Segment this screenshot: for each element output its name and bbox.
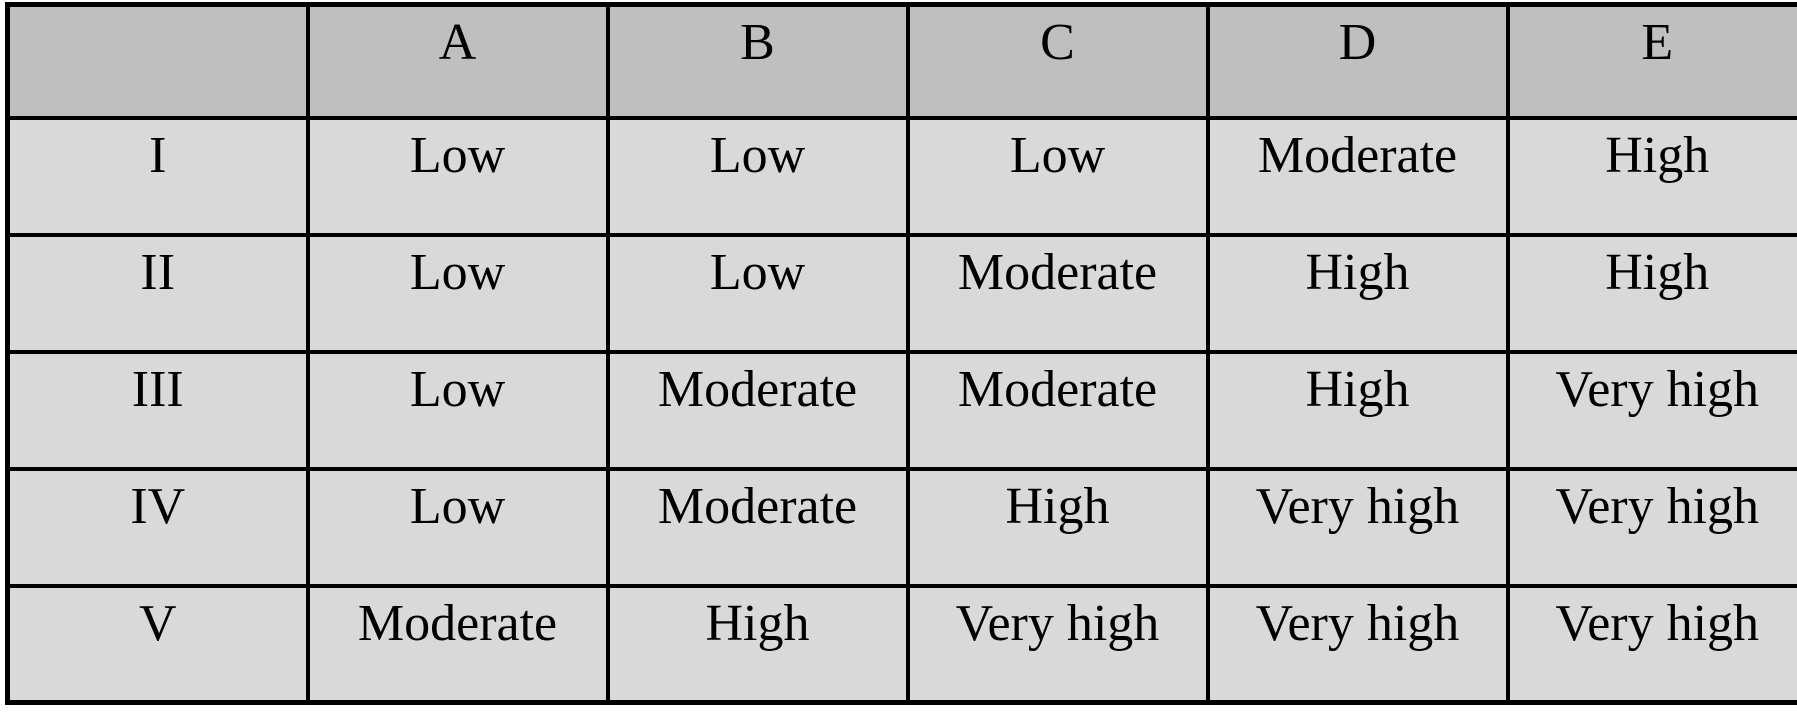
table-row-iv: IV Low Moderate High Very high Very high bbox=[5, 466, 1797, 588]
row-label-ii: II bbox=[5, 232, 310, 354]
row-label-iii: III bbox=[5, 349, 310, 471]
table-row-iii: III Low Moderate Moderate High Very high bbox=[5, 349, 1797, 471]
column-header-b: B bbox=[605, 2, 910, 120]
table-cell: High bbox=[1205, 349, 1510, 471]
table-cell: Very high bbox=[1505, 583, 1797, 705]
risk-matrix-table: A B C D E I Low Low Low Moderate High II… bbox=[5, 2, 1797, 705]
column-header-a: A bbox=[305, 2, 610, 120]
column-header-d: D bbox=[1205, 2, 1510, 120]
table-cell: High bbox=[1505, 232, 1797, 354]
table-cell: Moderate bbox=[1205, 115, 1510, 237]
table-cell: Very high bbox=[1205, 583, 1510, 705]
table-cell: Low bbox=[605, 232, 910, 354]
header-row: A B C D E bbox=[5, 2, 1797, 120]
table-cell: Moderate bbox=[905, 349, 1210, 471]
table-cell: Very high bbox=[1205, 466, 1510, 588]
table-cell: Low bbox=[605, 115, 910, 237]
table-cell: Low bbox=[305, 349, 610, 471]
table-row-ii: II Low Low Moderate High High bbox=[5, 232, 1797, 354]
table-row-v: V Moderate High Very high Very high Very… bbox=[5, 583, 1797, 705]
table-cell: Moderate bbox=[605, 466, 910, 588]
table-cell: Moderate bbox=[605, 349, 910, 471]
column-header-c: C bbox=[905, 2, 1210, 120]
table-cell: High bbox=[1205, 232, 1510, 354]
table-row-i: I Low Low Low Moderate High bbox=[5, 115, 1797, 237]
row-label-iv: IV bbox=[5, 466, 310, 588]
table-cell: High bbox=[1505, 115, 1797, 237]
row-label-v: V bbox=[5, 583, 310, 705]
row-label-i: I bbox=[5, 115, 310, 237]
table-cell: Very high bbox=[1505, 466, 1797, 588]
table-cell: High bbox=[605, 583, 910, 705]
table-cell: Very high bbox=[1505, 349, 1797, 471]
table-cell: Moderate bbox=[305, 583, 610, 705]
table-cell: Low bbox=[305, 466, 610, 588]
table-cell: Very high bbox=[905, 583, 1210, 705]
table-cell: Moderate bbox=[905, 232, 1210, 354]
corner-cell bbox=[5, 2, 310, 120]
table-cell: Low bbox=[305, 115, 610, 237]
table-cell: High bbox=[905, 466, 1210, 588]
column-header-e: E bbox=[1505, 2, 1797, 120]
table-cell: Low bbox=[305, 232, 610, 354]
table-cell: Low bbox=[905, 115, 1210, 237]
